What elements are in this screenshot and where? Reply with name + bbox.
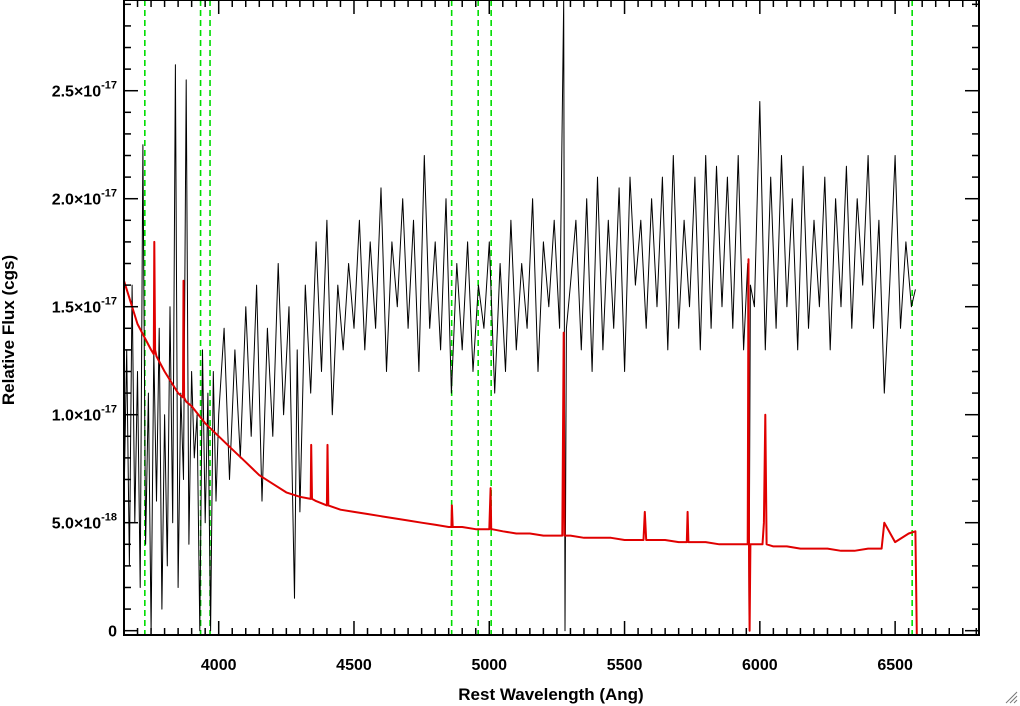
- x-tick-label: 4000: [201, 657, 237, 674]
- x-tick-label: 6000: [742, 657, 778, 674]
- plot-axes: [123, 0, 980, 636]
- resize-grip-icon[interactable]: [1004, 690, 1018, 704]
- x-tick-label: 5000: [471, 657, 507, 674]
- tick-marks: [124, 0, 979, 635]
- x-tick-label: 5500: [607, 657, 643, 674]
- plot-frame: [123, 0, 980, 636]
- series-layer: [123, 0, 979, 636]
- x-tick-labels: 4000 4500 5000 5500 6000 6500: [201, 657, 913, 674]
- reference-lines: [144, 0, 913, 635]
- x-axis-title: Rest Wavelength (Ang): [458, 685, 643, 704]
- x-tick-label: 6500: [877, 657, 913, 674]
- x-tick-label: 4500: [336, 657, 372, 674]
- y-tick-labels: 0 5.0×10-18 1.0×10-17 1.5×10-17 2.0×10-17 2.5…: [52, 80, 117, 641]
- series-line-1: [123, 240, 979, 636]
- y-tick-label: 1.0×10-17: [52, 404, 117, 425]
- y-tick-label: 1.5×10-17: [52, 296, 117, 317]
- y-tick-label: 2.0×10-17: [52, 188, 117, 209]
- y-tick-label: 5.0×10-18: [52, 512, 117, 533]
- y-tick-label: 2.5×10-17: [52, 80, 117, 101]
- y-tick-label: 0: [108, 624, 117, 641]
- series-line-0: [123, 0, 916, 632]
- y-axis-title: Relative Flux (cgs): [0, 255, 18, 405]
